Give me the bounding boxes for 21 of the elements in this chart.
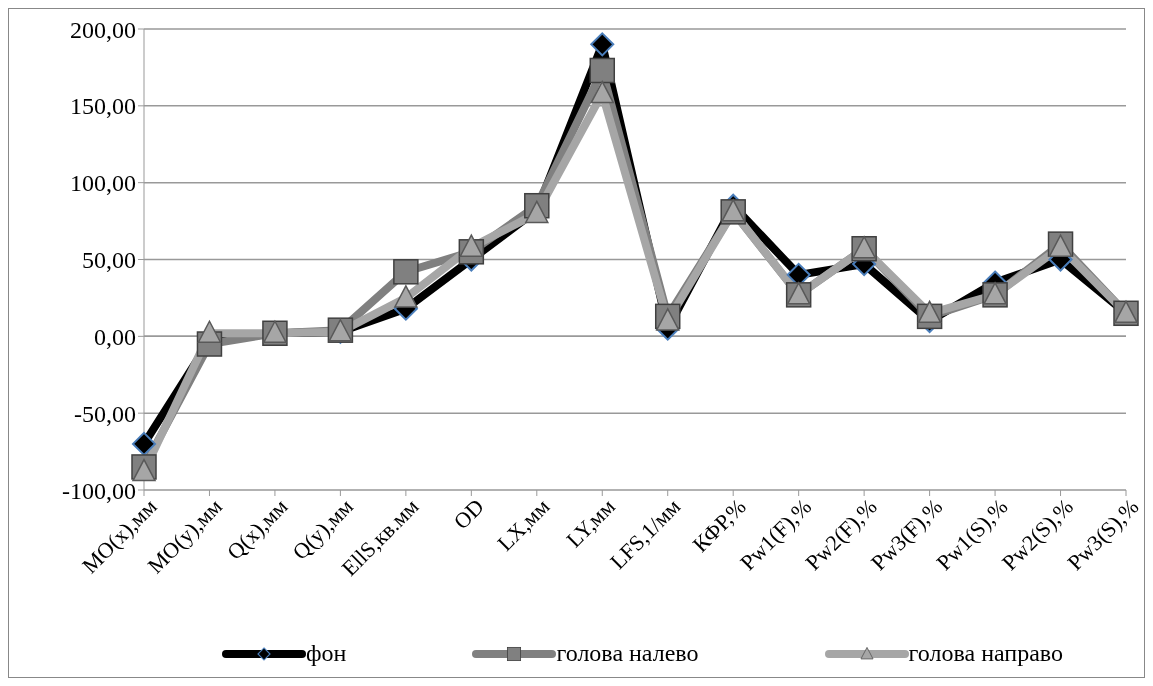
point (589, 57, 616, 84)
y-tick-label: 0,00 (94, 323, 136, 350)
y-tick-label: 50,00 (82, 247, 136, 274)
point (590, 80, 615, 104)
point (459, 234, 484, 257)
point (393, 259, 419, 285)
point (132, 431, 156, 456)
x-tick-label: OD (448, 493, 489, 535)
point (394, 285, 418, 308)
legend-label: голова направо (908, 640, 1063, 667)
y-tick-label: 150,00 (70, 93, 136, 120)
point (917, 300, 942, 324)
y-tick-label: 100,00 (70, 170, 136, 197)
point (197, 320, 222, 344)
y-tick-label: -100,00 (62, 477, 136, 504)
legend-label: голова налево (556, 640, 699, 667)
y-tick-label: -50,00 (74, 400, 136, 427)
y-tick-label: 200,00 (70, 16, 136, 43)
legend-label: фон (306, 640, 347, 667)
point (655, 308, 680, 331)
point (590, 32, 615, 57)
